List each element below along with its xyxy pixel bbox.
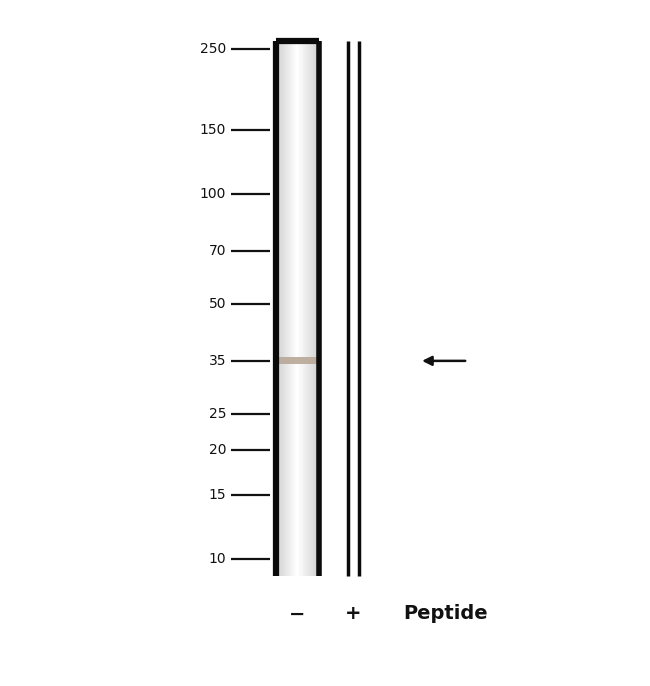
Bar: [294, 41, 295, 576]
Bar: [308, 41, 309, 576]
Bar: [348, 41, 359, 576]
Text: 70: 70: [209, 244, 226, 258]
Bar: [298, 41, 300, 576]
Bar: [311, 41, 312, 576]
Bar: [300, 41, 302, 576]
Bar: [295, 41, 296, 576]
Bar: [304, 41, 305, 576]
Text: Peptide: Peptide: [403, 604, 488, 624]
Bar: [287, 41, 288, 576]
Text: +: +: [345, 604, 362, 624]
Bar: [286, 41, 287, 576]
Text: 50: 50: [209, 297, 226, 311]
Text: 35: 35: [209, 354, 226, 368]
Bar: [285, 41, 286, 576]
Bar: [303, 41, 304, 576]
Text: 20: 20: [209, 442, 226, 457]
Text: 25: 25: [209, 407, 226, 421]
Bar: [310, 41, 311, 576]
Bar: [309, 41, 310, 576]
Bar: [293, 41, 294, 576]
Bar: [281, 41, 283, 576]
Bar: [312, 41, 313, 576]
Bar: [296, 41, 297, 576]
Bar: [302, 41, 303, 576]
Bar: [306, 41, 307, 576]
Bar: [315, 41, 317, 576]
Text: 150: 150: [200, 123, 226, 137]
Text: 15: 15: [209, 488, 226, 502]
Bar: [307, 41, 308, 576]
Bar: [289, 41, 290, 576]
Bar: [276, 357, 318, 364]
Text: 100: 100: [200, 187, 226, 202]
Bar: [317, 41, 318, 576]
Bar: [291, 41, 292, 576]
Text: 250: 250: [200, 43, 226, 56]
Bar: [288, 41, 289, 576]
Text: 10: 10: [209, 552, 226, 567]
Bar: [290, 41, 291, 576]
Bar: [283, 41, 285, 576]
Bar: [313, 41, 315, 576]
Text: −: −: [289, 604, 306, 624]
Bar: [276, 41, 278, 576]
Bar: [278, 41, 280, 576]
Bar: [292, 41, 293, 576]
